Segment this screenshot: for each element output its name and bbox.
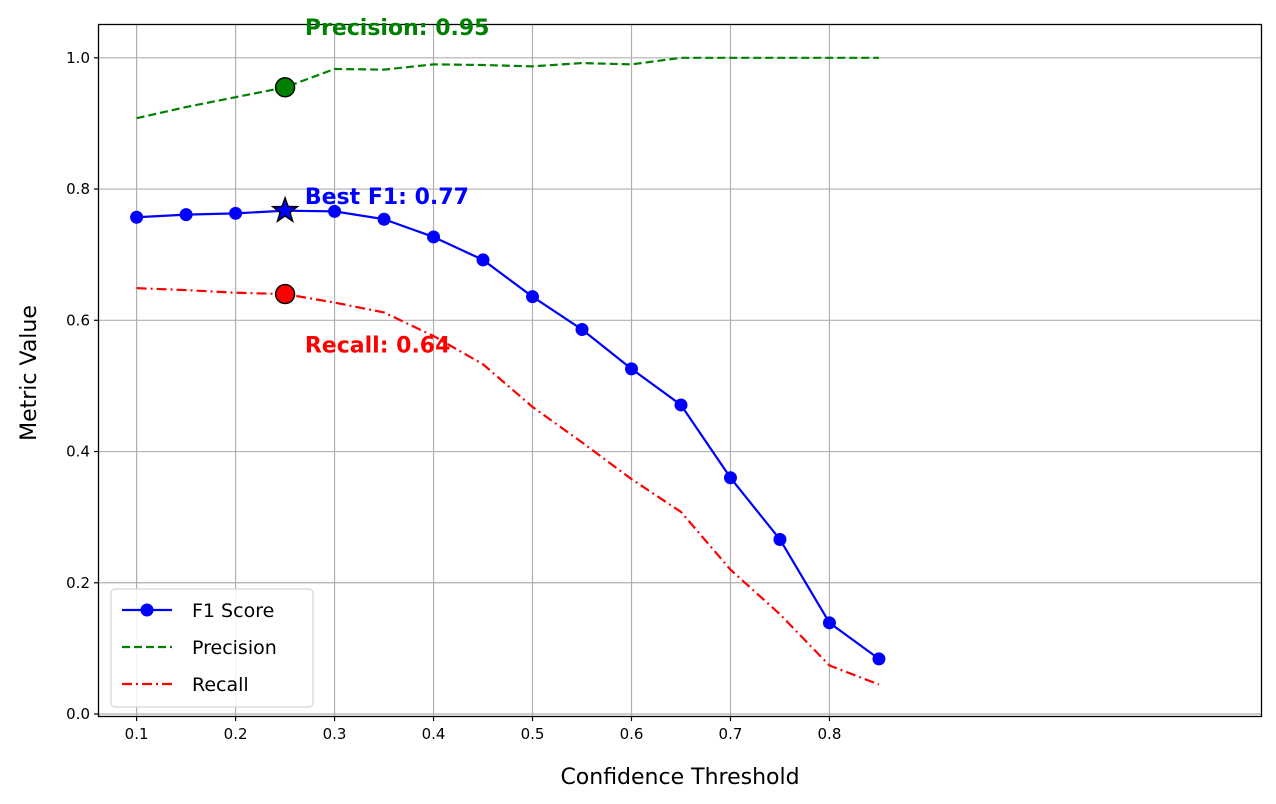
f1-score-point <box>674 398 688 412</box>
x-tick-label: 0.6 <box>620 725 644 743</box>
x-axis-label: Confidence Threshold <box>560 765 799 790</box>
f1-score-point <box>179 208 193 222</box>
x-tick-label: 0.7 <box>719 725 743 743</box>
f1-score-point <box>575 322 589 336</box>
y-tick-label: 0.8 <box>66 180 90 198</box>
legend-label-precision: Precision <box>192 637 277 659</box>
f1-score-point <box>328 204 342 218</box>
recall-line <box>136 287 880 686</box>
best-recall-point <box>274 283 296 305</box>
f1-score-point <box>773 532 787 546</box>
x-tick-label: 0.5 <box>521 725 545 743</box>
x-tick-label: 0.1 <box>125 725 149 743</box>
x-tick-label: 0.8 <box>818 725 842 743</box>
f1-score-point <box>476 253 490 267</box>
legend-label-f1-score: F1 Score <box>192 600 274 622</box>
y-axis-ticks: 0.0 0.2 0.4 0.6 0.8 1.0 <box>66 49 99 723</box>
x-tick-label: 0.2 <box>224 725 248 743</box>
y-tick-label: 0.4 <box>66 443 90 461</box>
plot-area-frame <box>97 23 1263 718</box>
x-tick-label: 0.4 <box>422 725 446 743</box>
y-tick-label: 0.6 <box>66 311 90 329</box>
legend-box <box>110 588 314 708</box>
f1-score-line <box>136 209 880 660</box>
best-f1-star <box>270 195 300 223</box>
legend-item-precision: Precision <box>122 637 277 659</box>
y-tick-label: 0.0 <box>66 705 90 723</box>
y-axis-label: Metric Value <box>17 305 42 441</box>
x-tick-label: 0.3 <box>323 725 347 743</box>
legend-item-f1-score: F1 Score <box>122 600 274 622</box>
best-precision-point <box>274 77 296 98</box>
f1-score-point <box>872 652 886 666</box>
f1-score-point <box>625 362 639 376</box>
annotation-precision: Precision: 0.95 <box>305 16 490 41</box>
annotations: Precision: 0.95 Best F1: 0.77 Recall: 0.64 <box>305 16 490 359</box>
f1-score-point <box>229 206 243 220</box>
legend: F1 Score Precision Recall <box>110 588 314 708</box>
x-axis-ticks: 0.1 0.2 0.3 0.4 0.5 0.6 0.7 0.8 <box>125 716 842 743</box>
f1-score-point <box>723 471 737 485</box>
f1-score-point <box>526 290 540 304</box>
annotation-best-f1: Best F1: 0.77 <box>305 185 469 210</box>
grid <box>99 25 1261 716</box>
highlight-markers <box>270 77 300 305</box>
annotation-recall: Recall: 0.64 <box>305 333 451 358</box>
legend-marker-f1-score <box>140 603 154 617</box>
y-tick-label: 1.0 <box>66 49 90 67</box>
f1-score-point <box>427 230 441 244</box>
legend-label-recall: Recall <box>192 674 249 696</box>
precision-line <box>136 56 879 120</box>
f1-score-point <box>377 212 391 226</box>
f1-score-point <box>822 616 836 630</box>
y-tick-label: 0.2 <box>66 574 90 592</box>
f1-score-point <box>130 210 144 224</box>
legend-item-recall: Recall <box>122 674 249 696</box>
